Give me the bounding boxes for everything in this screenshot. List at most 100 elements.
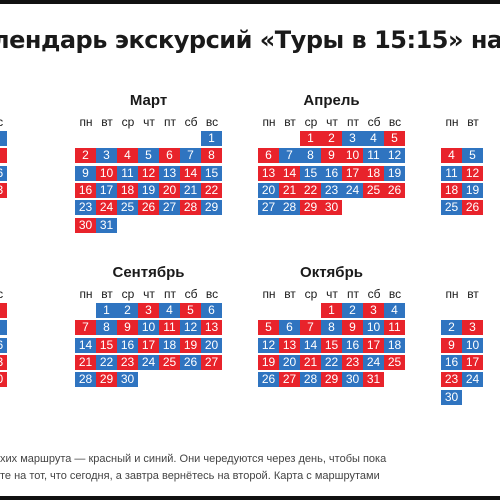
- calendar-day[interactable]: 7: [75, 320, 96, 336]
- calendar-day[interactable]: 26: [258, 372, 279, 388]
- calendar-day[interactable]: 2: [441, 320, 462, 336]
- calendar-day[interactable]: 11: [363, 148, 384, 164]
- calendar-day[interactable]: 19: [180, 337, 201, 353]
- calendar-day[interactable]: 8: [96, 320, 117, 336]
- calendar-day[interactable]: 16: [441, 354, 462, 370]
- calendar-day[interactable]: 18: [384, 337, 405, 353]
- calendar-day[interactable]: 29: [321, 372, 342, 388]
- calendar-day[interactable]: 5: [384, 131, 405, 146]
- calendar-day[interactable]: 25: [363, 182, 384, 198]
- calendar-day[interactable]: 5: [258, 320, 279, 336]
- calendar-day[interactable]: 24: [342, 182, 363, 198]
- calendar-day[interactable]: 16: [0, 165, 7, 181]
- calendar-day[interactable]: 20: [159, 182, 180, 198]
- calendar-day[interactable]: 5: [462, 148, 483, 164]
- calendar-day[interactable]: 23: [117, 354, 138, 370]
- calendar-day[interactable]: 22: [201, 182, 222, 198]
- calendar-day[interactable]: 3: [138, 303, 159, 318]
- calendar-day[interactable]: 24: [138, 354, 159, 370]
- calendar-day[interactable]: 27: [279, 372, 300, 388]
- calendar-day[interactable]: 28: [75, 372, 96, 388]
- calendar-day[interactable]: 8: [321, 320, 342, 336]
- calendar-day[interactable]: 6: [258, 148, 279, 164]
- calendar-day[interactable]: 12: [180, 320, 201, 336]
- calendar-day[interactable]: 26: [180, 354, 201, 370]
- calendar-day[interactable]: 8: [300, 148, 321, 164]
- calendar-day[interactable]: 9: [75, 165, 96, 181]
- calendar-day[interactable]: 31: [363, 372, 384, 388]
- calendar-day[interactable]: 19: [258, 354, 279, 370]
- calendar-day[interactable]: 6: [159, 148, 180, 164]
- calendar-day[interactable]: 3: [96, 148, 117, 164]
- calendar-day[interactable]: 14: [75, 337, 96, 353]
- calendar-day[interactable]: 16: [342, 337, 363, 353]
- calendar-day[interactable]: 31: [96, 217, 117, 233]
- calendar-day[interactable]: 6: [201, 303, 222, 318]
- calendar-day[interactable]: 9: [0, 320, 7, 336]
- calendar-day[interactable]: 12: [384, 148, 405, 164]
- calendar-day[interactable]: 5: [138, 148, 159, 164]
- calendar-day[interactable]: 16: [0, 337, 7, 353]
- calendar-day[interactable]: 22: [96, 354, 117, 370]
- calendar-day[interactable]: 19: [384, 165, 405, 181]
- calendar-day[interactable]: 10: [342, 148, 363, 164]
- calendar-day[interactable]: 24: [462, 372, 483, 388]
- calendar-day[interactable]: 4: [384, 303, 405, 318]
- calendar-day[interactable]: 17: [138, 337, 159, 353]
- calendar-day[interactable]: 18: [441, 182, 462, 198]
- calendar-day[interactable]: 30: [75, 217, 96, 233]
- calendar-day[interactable]: 16: [321, 165, 342, 181]
- calendar-day[interactable]: 15: [96, 337, 117, 353]
- calendar-day[interactable]: 9: [117, 320, 138, 336]
- calendar-day[interactable]: 13: [279, 337, 300, 353]
- calendar-day[interactable]: 20: [201, 337, 222, 353]
- calendar-day[interactable]: 4: [363, 131, 384, 146]
- calendar-day[interactable]: 19: [462, 182, 483, 198]
- calendar-day[interactable]: 23: [75, 200, 96, 216]
- calendar-day[interactable]: 2: [117, 303, 138, 318]
- calendar-day[interactable]: 1: [300, 131, 321, 146]
- calendar-day[interactable]: 27: [159, 200, 180, 216]
- calendar-day[interactable]: 10: [138, 320, 159, 336]
- calendar-day[interactable]: 13: [258, 165, 279, 181]
- calendar-day[interactable]: 18: [159, 337, 180, 353]
- calendar-day[interactable]: 12: [462, 165, 483, 181]
- calendar-day[interactable]: 23: [321, 182, 342, 198]
- calendar-day[interactable]: 14: [180, 165, 201, 181]
- calendar-day[interactable]: 26: [462, 200, 483, 216]
- calendar-day[interactable]: 30: [441, 389, 462, 405]
- calendar-day[interactable]: 21: [180, 182, 201, 198]
- calendar-day[interactable]: 7: [180, 148, 201, 164]
- calendar-day[interactable]: 17: [462, 354, 483, 370]
- calendar-day[interactable]: 30: [321, 200, 342, 216]
- calendar-day[interactable]: 18: [363, 165, 384, 181]
- calendar-day[interactable]: 15: [201, 165, 222, 181]
- calendar-day[interactable]: 24: [96, 200, 117, 216]
- calendar-day[interactable]: 3: [363, 303, 384, 318]
- calendar-day[interactable]: 26: [138, 200, 159, 216]
- calendar-day[interactable]: 28: [180, 200, 201, 216]
- calendar-day[interactable]: 25: [384, 354, 405, 370]
- calendar-day[interactable]: 7: [279, 148, 300, 164]
- calendar-day[interactable]: 23: [342, 354, 363, 370]
- calendar-day[interactable]: 17: [96, 182, 117, 198]
- calendar-day[interactable]: 2: [342, 303, 363, 318]
- calendar-day[interactable]: 15: [321, 337, 342, 353]
- calendar-day[interactable]: 30: [0, 372, 7, 388]
- calendar-day[interactable]: 11: [384, 320, 405, 336]
- calendar-day[interactable]: 29: [201, 200, 222, 216]
- calendar-day[interactable]: 10: [363, 320, 384, 336]
- calendar-day[interactable]: 19: [138, 182, 159, 198]
- calendar-day[interactable]: 3: [342, 131, 363, 146]
- calendar-day[interactable]: 18: [117, 182, 138, 198]
- calendar-day[interactable]: 22: [321, 354, 342, 370]
- calendar-day[interactable]: 11: [117, 165, 138, 181]
- calendar-day[interactable]: 16: [75, 182, 96, 198]
- calendar-day[interactable]: 23: [441, 372, 462, 388]
- calendar-day[interactable]: 4: [159, 303, 180, 318]
- calendar-day[interactable]: 30: [117, 372, 138, 388]
- calendar-day[interactable]: 13: [159, 165, 180, 181]
- calendar-day[interactable]: 15: [300, 165, 321, 181]
- calendar-day[interactable]: 9: [441, 337, 462, 353]
- calendar-day[interactable]: 1: [201, 131, 222, 146]
